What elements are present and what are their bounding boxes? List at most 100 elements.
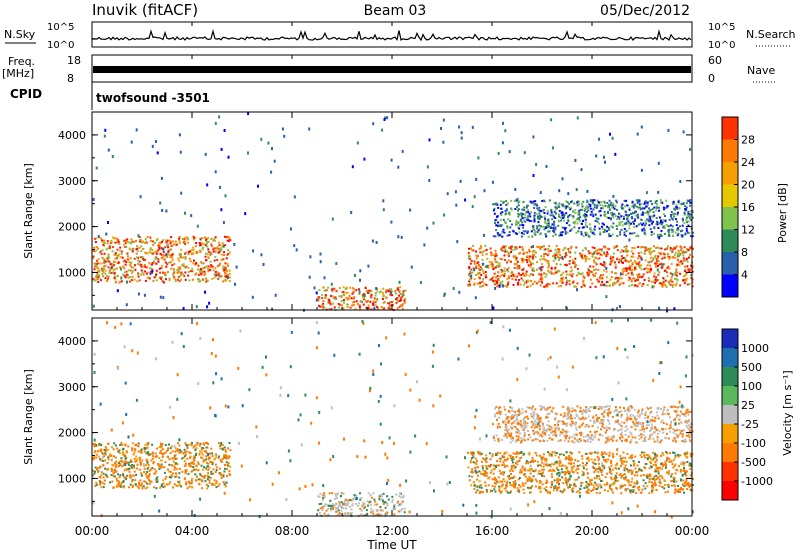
velocity-scatter-point	[207, 485, 210, 488]
velocity-scatter-point	[581, 457, 584, 460]
power-scatter-point-speckle	[657, 161, 660, 165]
power-scatter-point	[124, 242, 127, 245]
power-scatter-point	[219, 247, 222, 250]
power-scatter-point	[128, 247, 131, 250]
velocity-scatter-point	[582, 472, 585, 475]
power-scatter-point	[209, 254, 212, 256]
power-scatter-point	[660, 262, 663, 265]
velocity-scatter-point	[114, 462, 117, 465]
power-scatter-point	[591, 213, 594, 216]
power-scatter-point	[383, 300, 386, 303]
power-scatter-point	[619, 233, 622, 236]
power-scatter-point	[95, 266, 98, 269]
power-scatter-point	[619, 231, 622, 234]
velocity-scatter-point	[205, 446, 208, 449]
velocity-scatter-point	[628, 483, 631, 486]
velocity-scatter-point	[503, 487, 506, 490]
power-scatter-point	[107, 255, 110, 258]
velocity-scatter-point	[608, 454, 611, 457]
velocity-scatter-point	[106, 449, 109, 452]
power-scatter-point	[367, 304, 370, 307]
velocity-scatter-point	[624, 476, 627, 479]
power-scatter-point	[631, 284, 633, 286]
power-scatter-point	[205, 241, 208, 244]
velocity-scatter-point	[156, 476, 159, 479]
power-scatter-point	[125, 273, 128, 276]
power-scatter-point	[673, 256, 676, 259]
velocity-scatter-point	[642, 484, 645, 487]
velocity-scatter-point	[499, 490, 501, 493]
velocity-scatter-point	[579, 488, 582, 491]
velocity-scatter-point	[686, 451, 689, 454]
power-scatter-point	[202, 246, 205, 249]
velocity-scatter-point	[136, 463, 139, 466]
velocity-scatter-point	[673, 477, 676, 480]
power-scatter-point	[681, 252, 684, 255]
velocity-scatter-point	[151, 451, 154, 454]
power-scatter-point	[131, 248, 134, 251]
power-scatter-point	[673, 254, 676, 257]
power-scatter-point	[647, 213, 650, 216]
power-scatter-point	[577, 271, 580, 274]
velocity-scatter-point	[619, 487, 622, 490]
velocity-scatter-point	[647, 474, 649, 477]
power-scatter-point	[169, 256, 172, 259]
power-scatter-point-speckle	[598, 137, 601, 141]
power-scatter-point	[144, 251, 147, 254]
power-scatter-point	[485, 248, 488, 251]
power-scatter-point	[493, 267, 496, 269]
power-scatter-point	[598, 257, 601, 260]
power-scatter-point	[399, 292, 402, 295]
power-scatter-point	[615, 225, 618, 228]
power-scatter-point	[634, 267, 636, 269]
power-scatter-point	[494, 258, 497, 261]
power-scatter-point	[573, 263, 576, 266]
power-scatter-point	[648, 215, 651, 218]
power-scatter-point	[625, 249, 628, 252]
power-scatter-point	[689, 204, 692, 207]
power-scatter-point	[558, 259, 560, 261]
velocity-scatter-point	[517, 478, 520, 481]
power-scatter-point	[654, 254, 657, 257]
velocity-scatter-point	[192, 446, 195, 449]
power-scatter-point	[93, 246, 96, 249]
power-scatter-point-speckle	[308, 275, 311, 279]
velocity-scatter-point	[331, 492, 334, 495]
power-scatter-point	[126, 252, 129, 255]
power-scatter-point	[593, 275, 596, 278]
velocity-scatter-point	[586, 472, 589, 475]
power-scatter-point	[479, 246, 482, 249]
power-scatter-point	[149, 247, 152, 250]
power-scatter-point	[618, 283, 621, 286]
power-scatter-point	[689, 246, 692, 249]
velocity-scatter-point	[568, 471, 571, 474]
power-scatter-point	[166, 263, 169, 266]
power-scatter-point	[178, 242, 181, 245]
power-scatter-point	[395, 298, 397, 301]
power-scatter-point	[131, 275, 134, 278]
velocity-scatter-point	[327, 513, 330, 516]
power-scatter-point	[571, 259, 574, 262]
velocity-scatter-point	[499, 480, 502, 483]
velocity-scatter-point	[532, 470, 535, 473]
power-scatter-point	[481, 258, 484, 261]
velocity-scatter-point	[510, 468, 513, 470]
power-scatter-point	[584, 224, 587, 227]
velocity-scatter-point	[400, 496, 403, 499]
velocity-scatter-point	[644, 482, 647, 485]
power-scatter-point	[647, 277, 650, 279]
velocity-scatter-point	[174, 458, 177, 460]
power-scatter-point	[645, 222, 648, 225]
power-scatter-point	[599, 210, 602, 212]
power-scatter-point	[507, 212, 510, 215]
velocity-scatter-point	[501, 471, 504, 474]
freq-tick-top: 18	[67, 54, 81, 67]
power-scatter-point	[587, 274, 590, 277]
power-scatter-point	[600, 207, 603, 210]
power-scatter-point	[404, 289, 407, 292]
power-scatter-point-speckle	[423, 243, 426, 247]
velocity-scatter-point	[609, 471, 611, 474]
velocity-scatter-point	[180, 485, 183, 488]
power-scatter-point	[476, 273, 479, 276]
power-scatter-point	[145, 272, 148, 275]
